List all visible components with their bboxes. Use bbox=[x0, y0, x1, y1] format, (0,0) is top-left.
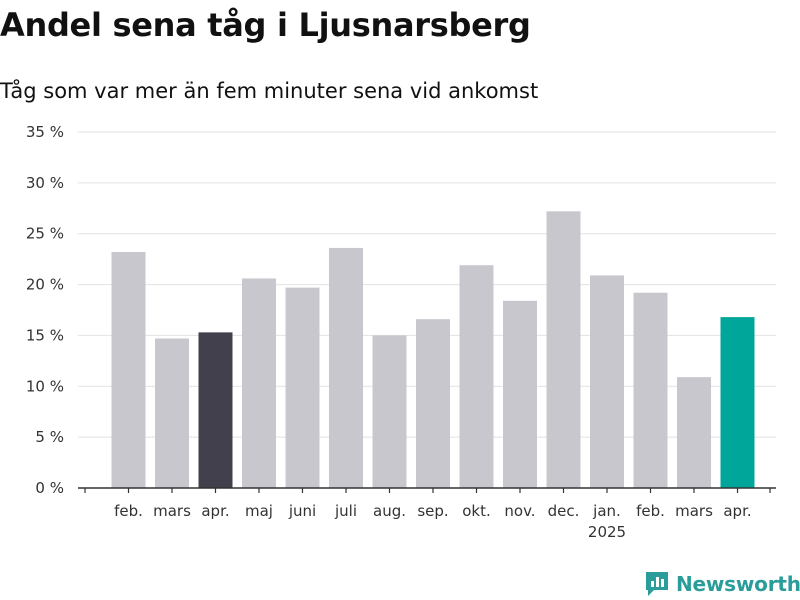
bar bbox=[677, 377, 711, 488]
y-tick-label: 30 % bbox=[26, 174, 64, 192]
bar bbox=[372, 335, 407, 488]
bar bbox=[416, 319, 450, 488]
newsworthy-logo-icon bbox=[646, 572, 668, 596]
x-tick-label: nov. bbox=[504, 502, 535, 520]
bar bbox=[459, 265, 494, 488]
newsworthy-logo-text: Newsworthy bbox=[676, 572, 800, 596]
x-tick-label: mars bbox=[675, 502, 713, 520]
bar bbox=[155, 338, 189, 488]
y-tick-label: 0 % bbox=[35, 479, 64, 497]
newsworthy-logo: Newsworthy bbox=[644, 570, 800, 598]
x-tick-label: juni bbox=[288, 502, 316, 520]
x-tick-label: okt. bbox=[462, 502, 491, 520]
x-tick-label: jan. bbox=[592, 502, 621, 520]
y-tick-label: 25 % bbox=[26, 225, 64, 243]
bar bbox=[546, 211, 581, 488]
bar bbox=[111, 252, 146, 488]
bar bbox=[242, 278, 276, 488]
bar bbox=[198, 332, 233, 488]
x-tick-label: maj bbox=[245, 502, 273, 520]
chart-title: Andel sena tåg i Ljusnarsberg bbox=[0, 6, 531, 44]
y-tick-label: 15 % bbox=[26, 326, 64, 344]
x-tick-label: mars bbox=[153, 502, 191, 520]
x-tick-label: aug. bbox=[373, 502, 406, 520]
bar bbox=[503, 300, 537, 488]
x-tick-label: feb. bbox=[636, 502, 665, 520]
chart-subtitle: Tåg som var mer än fem minuter sena vid … bbox=[0, 79, 539, 103]
bar bbox=[285, 287, 320, 488]
x-tick-label: apr. bbox=[201, 502, 229, 520]
x-tick-label: sep. bbox=[417, 502, 448, 520]
x-tick-label: dec. bbox=[548, 502, 580, 520]
x-tick-label: juli bbox=[334, 502, 357, 520]
x-tick-label: feb. bbox=[114, 502, 143, 520]
y-tick-label: 20 % bbox=[26, 276, 64, 294]
y-tick-label: 10 % bbox=[26, 377, 64, 395]
y-tick-label: 5 % bbox=[35, 428, 64, 446]
bar bbox=[329, 247, 363, 488]
bar bbox=[720, 317, 755, 488]
x-tick-label: apr. bbox=[723, 502, 751, 520]
bar bbox=[633, 292, 668, 488]
bar bbox=[590, 275, 624, 488]
year-label: 2025 bbox=[588, 523, 626, 541]
bar-chart: 0 %5 %10 %15 %20 %25 %30 %35 %feb. mars ap… bbox=[26, 123, 776, 541]
y-tick-label: 35 % bbox=[26, 123, 64, 141]
